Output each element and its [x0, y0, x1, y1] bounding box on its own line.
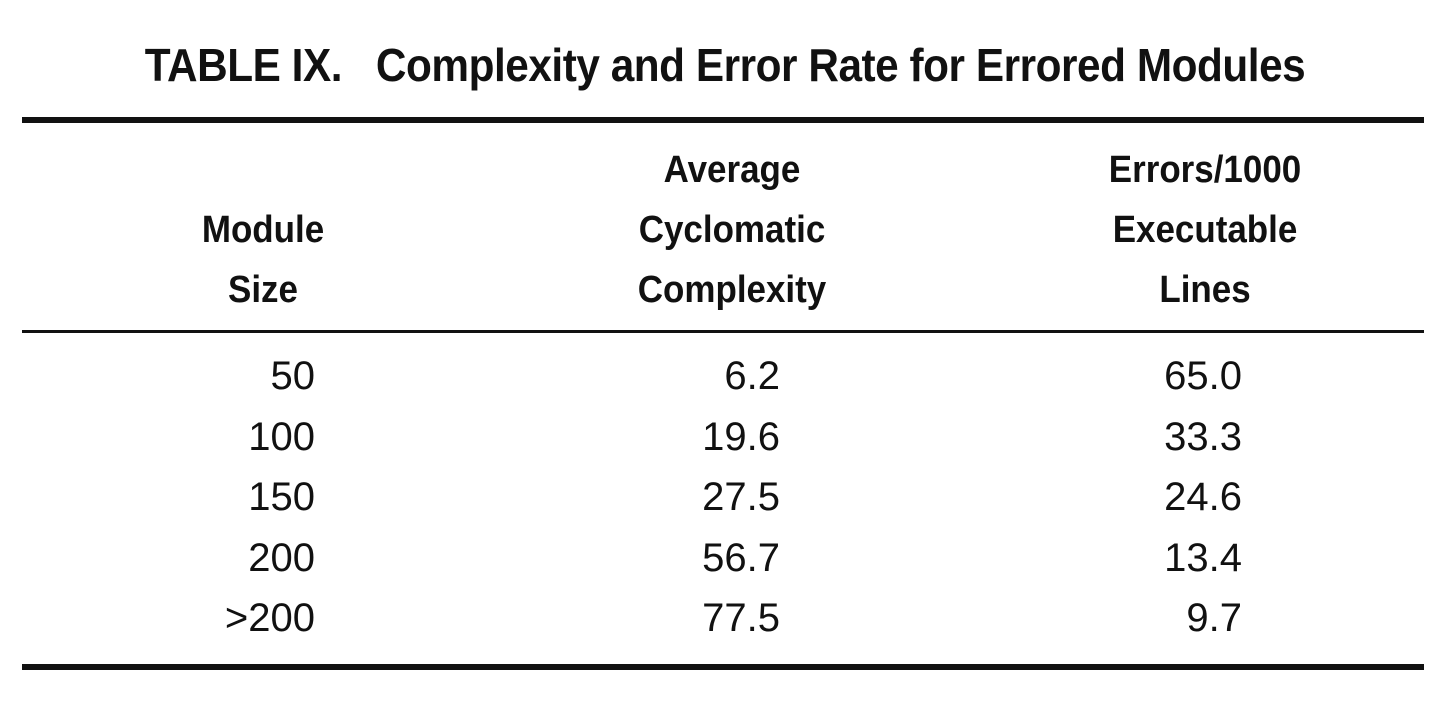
- column-errors-per-1000-lines: 65.0 33.3 24.6 13.4 9.7: [1070, 346, 1242, 649]
- header-cyclomatic-line-1: Average: [663, 149, 801, 191]
- cell-errors: 65.0: [1164, 354, 1242, 398]
- column-module-size: 50 100 150 200 >200: [150, 346, 315, 649]
- header-cyclomatic-line-2: Cyclomatic: [638, 209, 826, 251]
- cell-size: 50: [270, 354, 316, 398]
- cell-complexity: 6.2: [724, 354, 780, 398]
- header-cyclomatic-complexity: Average Cyclomatic Complexity: [594, 140, 870, 320]
- cell-complexity: 56.7: [702, 535, 780, 580]
- cell-size: >200: [224, 596, 315, 640]
- cell-size: 100: [248, 414, 315, 459]
- cell-size: 150: [248, 475, 315, 519]
- header-errors-per-1000-lines: Errors/1000 Executable Lines: [1058, 140, 1352, 320]
- cell-errors: 9.7: [1186, 596, 1242, 640]
- cell-errors: 13.4: [1164, 535, 1242, 580]
- column-cyclomatic-complexity: 6.2 19.6 27.5 56.7 77.5: [600, 346, 780, 649]
- cell-complexity: 77.5: [702, 596, 780, 640]
- cell-size: 200: [248, 535, 315, 580]
- cell-errors: 24.6: [1164, 475, 1242, 519]
- header-module-size: Module Size: [171, 200, 355, 320]
- header-errors-line-1: Errors/1000: [1108, 149, 1302, 191]
- top-rule: [22, 117, 1424, 123]
- header-rule: [22, 330, 1424, 333]
- header-errors-line-2: Executable: [1112, 209, 1298, 251]
- cell-complexity: 27.5: [702, 475, 780, 519]
- bottom-rule: [22, 664, 1424, 670]
- header-cyclomatic-line-3: Complexity: [637, 269, 827, 311]
- header-module-size-line-2: Size: [228, 269, 298, 311]
- table-title: TABLE IX. Complexity and Error Rate for …: [144, 39, 1306, 91]
- header-module-size-line-1: Module: [201, 209, 325, 251]
- cell-complexity: 19.6: [702, 414, 780, 459]
- cell-errors: 33.3: [1164, 414, 1242, 459]
- header-errors-line-3: Lines: [1159, 269, 1251, 311]
